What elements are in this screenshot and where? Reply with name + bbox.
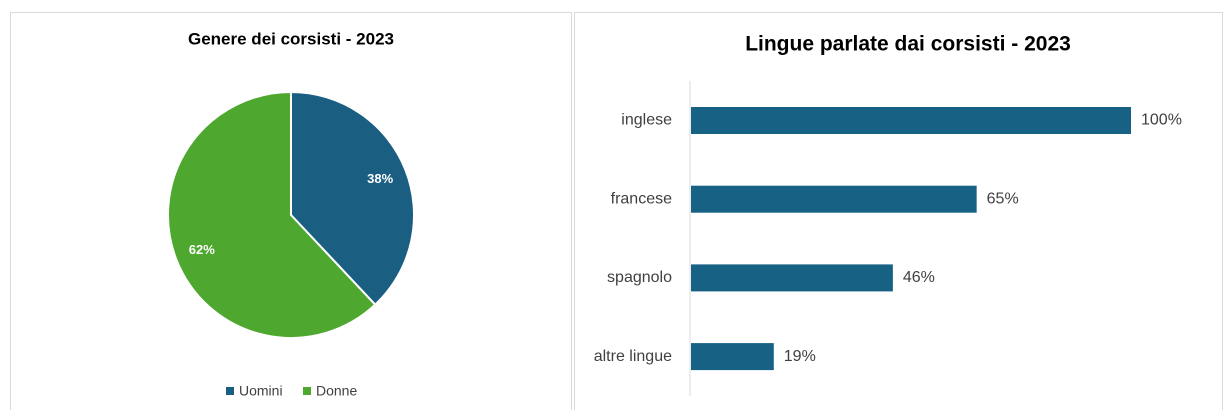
category-label: altre lingue bbox=[594, 348, 672, 365]
value-label: 46% bbox=[903, 269, 935, 286]
value-label: 100% bbox=[1141, 112, 1182, 129]
value-label: 65% bbox=[987, 190, 1019, 207]
legend-label: Uomini bbox=[239, 383, 283, 399]
pie-slice bbox=[167, 90, 377, 339]
value-label: 19% bbox=[784, 348, 816, 365]
bar bbox=[691, 185, 977, 213]
category-label: inglese bbox=[621, 112, 672, 129]
pie-title: Genere dei corsisti - 2023 bbox=[188, 29, 394, 48]
pie-slice bbox=[290, 90, 415, 307]
bar bbox=[691, 107, 1131, 134]
category-label: spagnolo bbox=[607, 269, 672, 286]
category-label: francese bbox=[611, 190, 672, 207]
bar bbox=[691, 343, 774, 371]
legend-label: Donne bbox=[316, 383, 357, 399]
bar-title: Lingue parlate dai corsisti - 2023 bbox=[745, 33, 1071, 56]
legend-swatch bbox=[303, 387, 311, 395]
legend-swatch bbox=[226, 387, 234, 395]
slice-label: 38% bbox=[367, 171, 393, 186]
bar bbox=[691, 264, 893, 292]
slice-label: 62% bbox=[189, 242, 215, 257]
